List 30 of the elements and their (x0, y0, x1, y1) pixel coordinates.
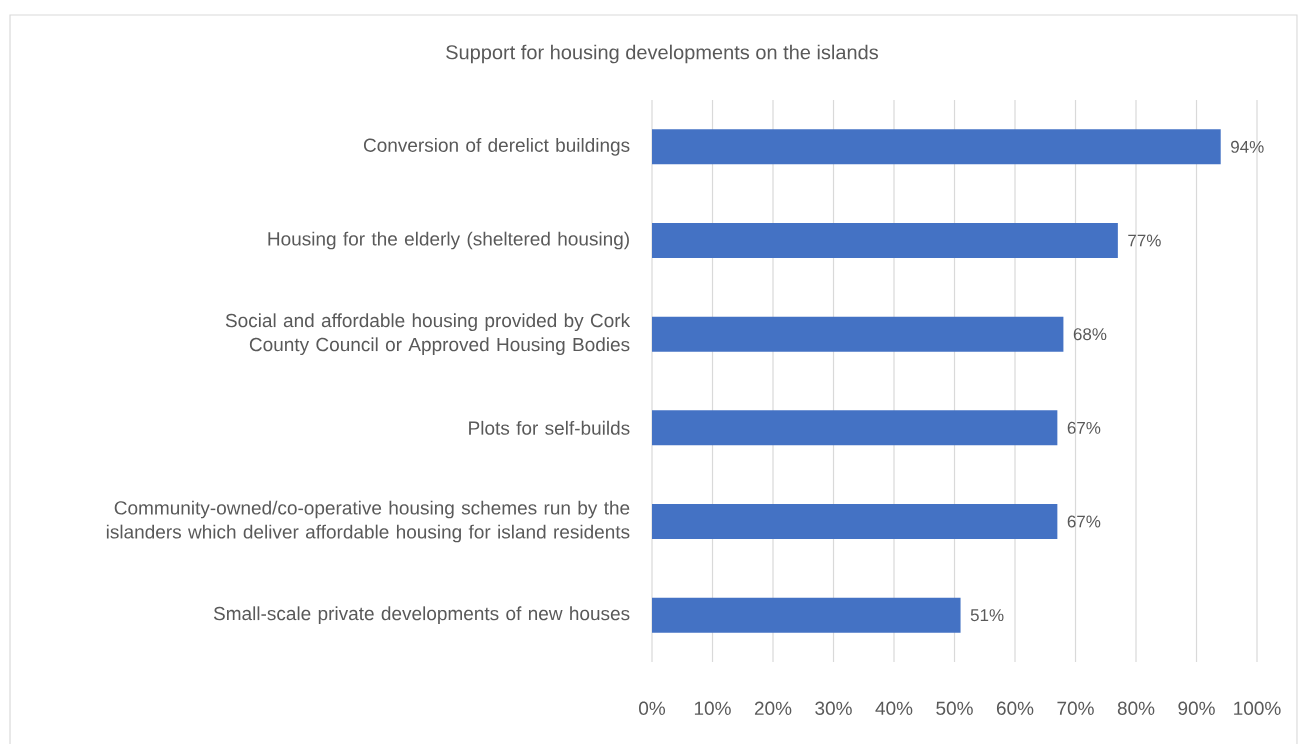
x-tick-label: 10% (694, 701, 731, 715)
x-tick-label: 60% (996, 701, 1034, 715)
chart-title: Support for housing developments on the islands (446, 44, 878, 64)
data-label: 94% (1231, 140, 1264, 153)
x-tick-label: 90% (1178, 701, 1215, 715)
y-tick-label: Social and affordable housing provided by Cork County Council or Approved Housing Bodies (225, 313, 631, 356)
y-tick-label: Plots for self-builds (469, 420, 630, 435)
x-tick-label: 50% (936, 701, 973, 715)
y-tick-label: Small-scale private developments of new houses (213, 606, 630, 625)
bar (652, 129, 1221, 165)
data-label: 67% (1067, 515, 1101, 528)
x-tick-label: 30% (815, 701, 852, 715)
x-tick-label: 100% (1234, 701, 1281, 715)
y-tick-label: Housing for the elderly (sheltered housing) (268, 231, 629, 250)
y-tick-label: Community-owned/co-operative housing schemes run by the islanders which deliver affordable housing for island residents (106, 500, 630, 543)
data-label: 51% (970, 609, 1004, 622)
data-label: 77% (1128, 234, 1161, 247)
x-tick-label: 70% (1057, 701, 1094, 715)
y-tick-label: Conversion of derelict buildings (363, 137, 630, 156)
data-label: 68% (1073, 328, 1107, 341)
bar (652, 597, 961, 633)
x-tick-label: 20% (754, 701, 792, 715)
x-tick-label: 40% (875, 701, 913, 715)
x-tick-label: 0% (639, 701, 666, 715)
bar (652, 316, 1064, 352)
bar (652, 223, 1118, 258)
data-label: 67% (1067, 421, 1101, 434)
bar (652, 410, 1058, 446)
x-tick-label: 80% (1117, 701, 1155, 715)
bar (652, 504, 1058, 540)
